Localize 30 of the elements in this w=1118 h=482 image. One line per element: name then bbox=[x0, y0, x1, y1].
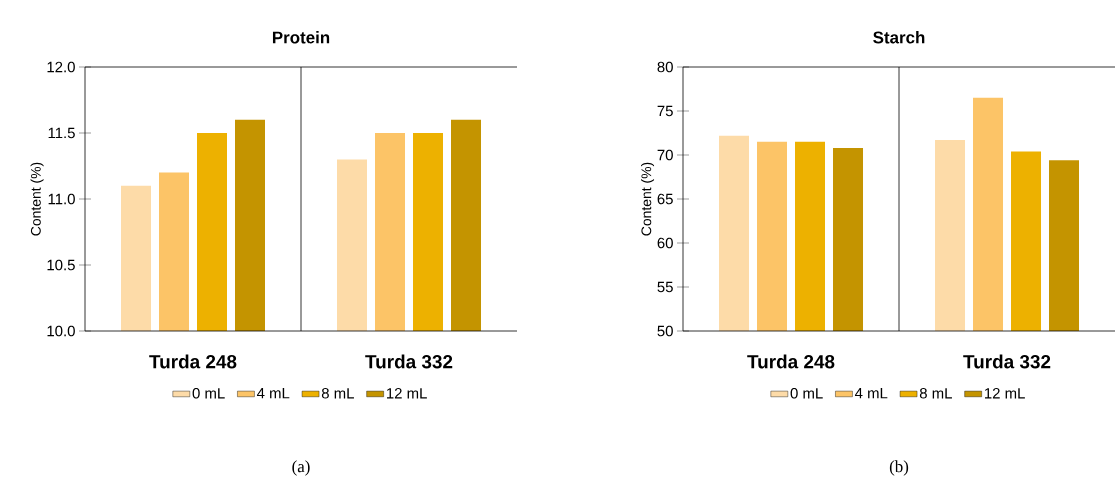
x-tick-label: Turda 332 bbox=[963, 354, 1051, 369]
y-tick-label: 60 bbox=[657, 237, 673, 249]
y-tick-label: 50 bbox=[657, 325, 673, 337]
y-tick-label: 70 bbox=[657, 149, 673, 161]
text: (a) bbox=[292, 460, 310, 476]
chart-title: Protein bbox=[272, 31, 330, 44]
y-tick-label: 12.0 bbox=[47, 61, 75, 73]
legend-label: 12 mL bbox=[387, 387, 427, 399]
x-tick-label: Turda 248 bbox=[747, 354, 835, 369]
legend-label: 8 mL bbox=[919, 387, 952, 399]
chart-title: Starch bbox=[873, 31, 925, 44]
y-tick-label: 11.5 bbox=[48, 127, 75, 139]
legend-label: 4 mL bbox=[854, 388, 888, 399]
text: (b) bbox=[889, 460, 909, 476]
legend-label: 12 mL bbox=[985, 387, 1025, 399]
legend-label: 4 mL bbox=[256, 388, 290, 399]
y-tick-label: 75 bbox=[657, 105, 673, 117]
y-tick-label: 55 bbox=[657, 281, 673, 293]
y-tick-label: 10.0 bbox=[47, 325, 75, 337]
x-tick-label: Turda 248 bbox=[149, 354, 237, 369]
y-axis-title: Content (%) bbox=[641, 162, 655, 236]
legend-label: 0 mL bbox=[192, 387, 225, 399]
x-tick-label: Turda 332 bbox=[365, 354, 453, 369]
y-axis-title: Content (%) bbox=[30, 162, 44, 236]
y-tick-label: 11.0 bbox=[48, 193, 75, 205]
y-tick-label: 80 bbox=[657, 61, 673, 73]
legend-label: 0 mL bbox=[790, 387, 823, 399]
y-tick-label: 65 bbox=[657, 193, 673, 205]
legend-label: 8 mL bbox=[321, 387, 354, 399]
y-tick-label: 10.5 bbox=[47, 259, 75, 271]
